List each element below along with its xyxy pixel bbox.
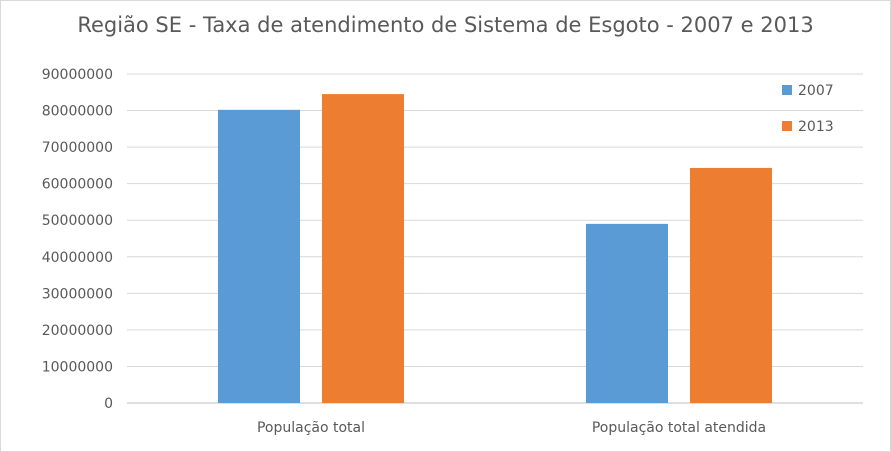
bars: [218, 94, 772, 403]
legend-label-2013: 2013: [798, 119, 834, 135]
y-tick-label: 50000000: [42, 213, 113, 229]
y-tick-label: 20000000: [42, 323, 113, 339]
y-tick-label: 70000000: [42, 140, 113, 156]
y-tick-label: 40000000: [42, 250, 113, 266]
bar-2013-0: [322, 94, 404, 403]
x-category-label: População total: [257, 420, 365, 436]
chart-title: Região SE - Taxa de atendimento de Siste…: [77, 13, 814, 37]
y-tick-label: 30000000: [42, 286, 113, 302]
x-category-label: População total atendida: [592, 420, 766, 436]
legend-swatch-2007: [782, 85, 792, 95]
x-axis-categories: População total População total atendida: [257, 420, 766, 436]
y-tick-label: 80000000: [42, 104, 113, 120]
y-axis-ticks: 0 10000000 20000000 30000000 40000000 5000000…: [42, 67, 113, 412]
y-tick-label: 10000000: [42, 359, 113, 375]
bar-2007-1: [586, 223, 668, 403]
legend-swatch-2013: [782, 121, 792, 131]
bar-2013-1: [690, 167, 772, 403]
y-tick-label: 60000000: [42, 177, 113, 193]
y-tick-label: 90000000: [42, 67, 113, 83]
legend: 2007 2013: [782, 83, 834, 135]
y-tick-label: 0: [104, 396, 113, 412]
legend-label-2007: 2007: [798, 83, 834, 99]
bar-2007-0: [218, 109, 300, 403]
